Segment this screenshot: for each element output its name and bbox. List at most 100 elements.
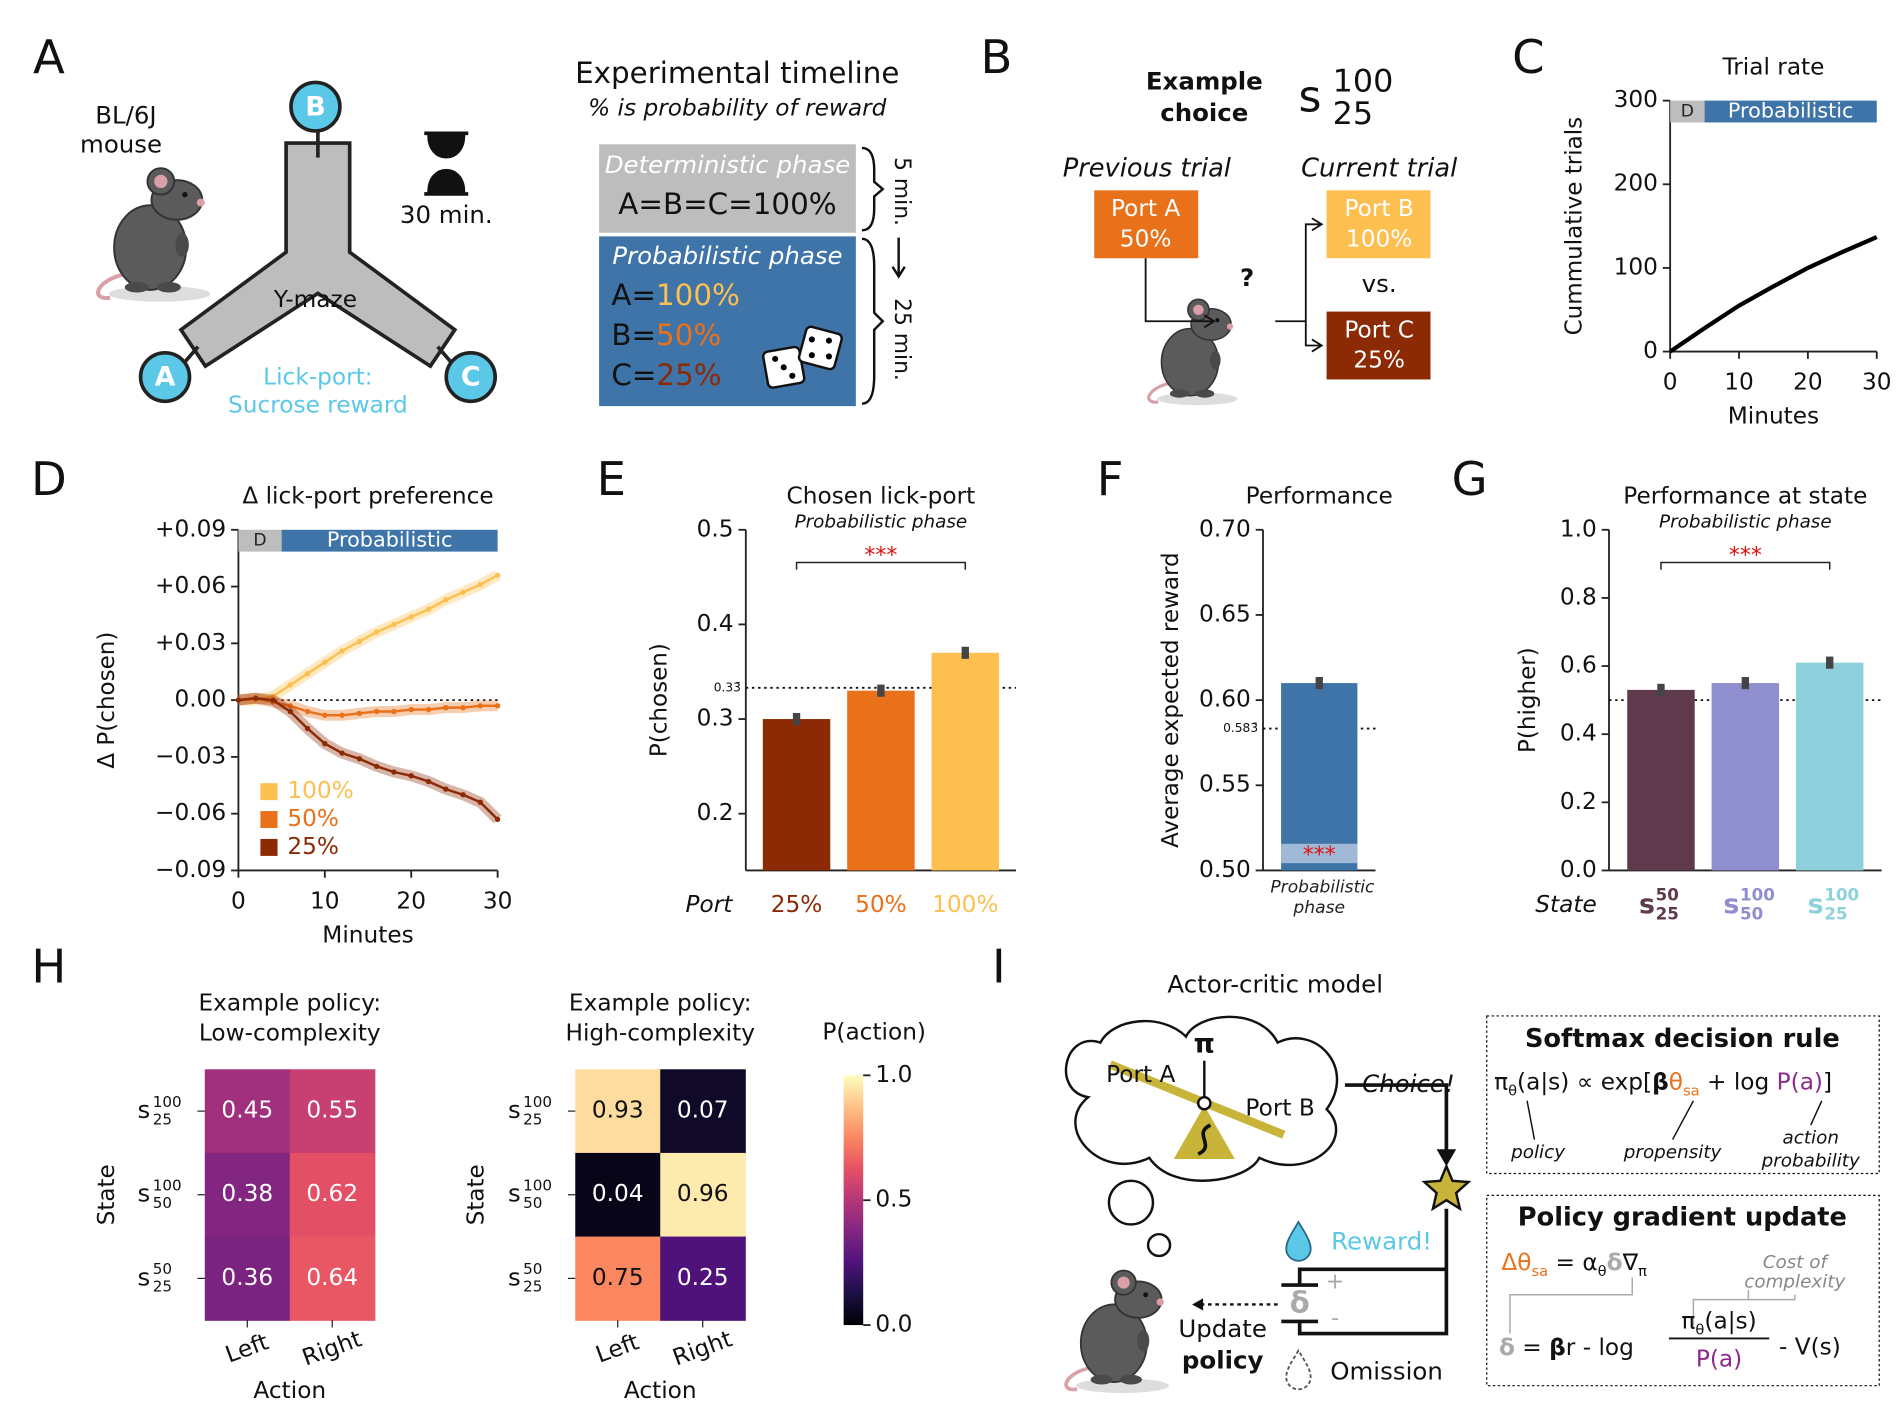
label: mouse — [80, 130, 162, 159]
label: 100% — [1346, 227, 1412, 253]
bar-cap — [877, 684, 885, 697]
bar — [1711, 683, 1780, 871]
legend-swatch — [260, 838, 278, 856]
y-axis-label: Average expected reward — [1158, 552, 1184, 848]
panel-letter: A — [33, 30, 65, 84]
port-a — [138, 350, 192, 404]
x-axis-label: Action — [253, 1378, 326, 1404]
y-tick-label: 0.00 — [174, 687, 226, 713]
state-top: 100 — [153, 1093, 182, 1111]
state-top: 50 — [153, 1260, 172, 1278]
cell-label: 0.62 — [306, 1181, 358, 1207]
x-tick-label: 25% — [771, 892, 823, 918]
significance-bracket — [1660, 561, 1831, 570]
state-top: 50 — [1656, 886, 1679, 905]
rule: B=50% — [611, 318, 721, 352]
point — [408, 706, 414, 713]
formula-part: sa — [1532, 1263, 1549, 1280]
state-s: s — [138, 1179, 151, 1208]
label: 25 min. — [889, 298, 914, 381]
y-tick-label: −0.09 — [155, 857, 226, 883]
mouse-icon — [98, 168, 210, 302]
mouse-icon — [1066, 1271, 1169, 1393]
label: policy — [1510, 1142, 1565, 1163]
formula-part: (a|s) ∝ exp[ — [1517, 1069, 1652, 1095]
colorbar-tick-label: 1.0 — [875, 1062, 912, 1088]
label: Deterministic phase — [605, 150, 851, 179]
y-tick-label: 0 — [1643, 338, 1658, 364]
x-tick-label: 10 — [310, 889, 340, 915]
point — [356, 638, 363, 645]
phase-label: Probabilistic — [327, 528, 453, 552]
heat-cell — [204, 1152, 291, 1238]
empty-drop — [1285, 1348, 1312, 1391]
arrows — [1144, 217, 1324, 353]
panel-letter: I — [992, 939, 1006, 993]
arrow — [1344, 1083, 1449, 1155]
formula-part: 25% — [656, 358, 721, 392]
y-tick-label: 0.65 — [1199, 602, 1251, 628]
chart-title: Chosen lick-port — [787, 484, 976, 510]
point — [322, 740, 328, 747]
formula-part: π — [1681, 1308, 1695, 1334]
x-tick-label: 0 — [231, 889, 246, 915]
label: 25 — [1333, 96, 1373, 132]
x-axis-label: Minutes — [322, 922, 413, 948]
fulcrum-curve — [1197, 1123, 1212, 1156]
point — [270, 693, 276, 700]
point — [425, 606, 432, 612]
colorbar-label: P(action) — [822, 1019, 926, 1045]
bar — [1795, 662, 1864, 871]
formula-part: = — [1515, 1335, 1549, 1361]
label: BL/6J — [95, 100, 156, 129]
panel-letter: B — [981, 30, 1013, 84]
formula: πθ(a|s) ∝ exp[βθsa + log P(a)] — [1494, 1069, 1832, 1099]
y-tick-label: 300 — [1614, 87, 1658, 113]
chart-title: Low-complexity — [199, 1021, 381, 1047]
label: - — [1331, 1306, 1339, 1331]
state-s: s — [508, 1179, 521, 1208]
state-top: 100 — [153, 1177, 182, 1195]
label: Port C — [1344, 318, 1414, 344]
point — [391, 708, 397, 715]
formula-part: Δθ — [1501, 1250, 1531, 1276]
heat-cell — [660, 1236, 746, 1321]
label: vs. — [1362, 269, 1397, 298]
phase-label: Probabilistic — [1728, 99, 1854, 123]
formula-part: δ — [1607, 1250, 1623, 1276]
label: Port A — [1111, 196, 1180, 222]
cell-label: 0.64 — [306, 1265, 358, 1291]
legend-label: 25% — [287, 834, 339, 860]
state-top: 100 — [1740, 886, 1775, 905]
label: Port A — [1106, 1062, 1175, 1088]
heat-cell — [204, 1236, 291, 1321]
cell-label: 0.04 — [592, 1181, 644, 1207]
state-bottom: 25 — [1824, 905, 1847, 924]
significance: *** — [1729, 544, 1762, 569]
label: 25% — [1353, 348, 1405, 374]
bar — [1627, 689, 1695, 871]
point — [373, 629, 380, 635]
state-s: s — [508, 1262, 521, 1291]
formula-part: β — [1652, 1069, 1669, 1095]
x-tick-label: 30 — [483, 889, 513, 915]
cell-label: 0.55 — [306, 1098, 358, 1124]
colorbar — [843, 1075, 864, 1326]
bar-cap — [1826, 656, 1834, 669]
label: ? — [1240, 263, 1254, 292]
formula-part: r - log — [1566, 1335, 1634, 1361]
phase-label: D — [253, 531, 266, 551]
chart-title: Trial rate — [1721, 54, 1824, 80]
y-tick-label: 100 — [1614, 254, 1658, 280]
bar — [1281, 683, 1358, 871]
port-box — [1094, 190, 1199, 259]
label: propensity — [1623, 1142, 1722, 1163]
y-tick-label: 0.4 — [697, 611, 734, 637]
heat-cell — [289, 1069, 376, 1154]
point — [322, 712, 328, 718]
x-axis-label: Port — [685, 892, 733, 918]
point — [356, 710, 363, 717]
connectors — [1509, 1277, 1796, 1334]
phase-band — [281, 529, 498, 552]
chart-title: Performance — [1246, 484, 1393, 510]
